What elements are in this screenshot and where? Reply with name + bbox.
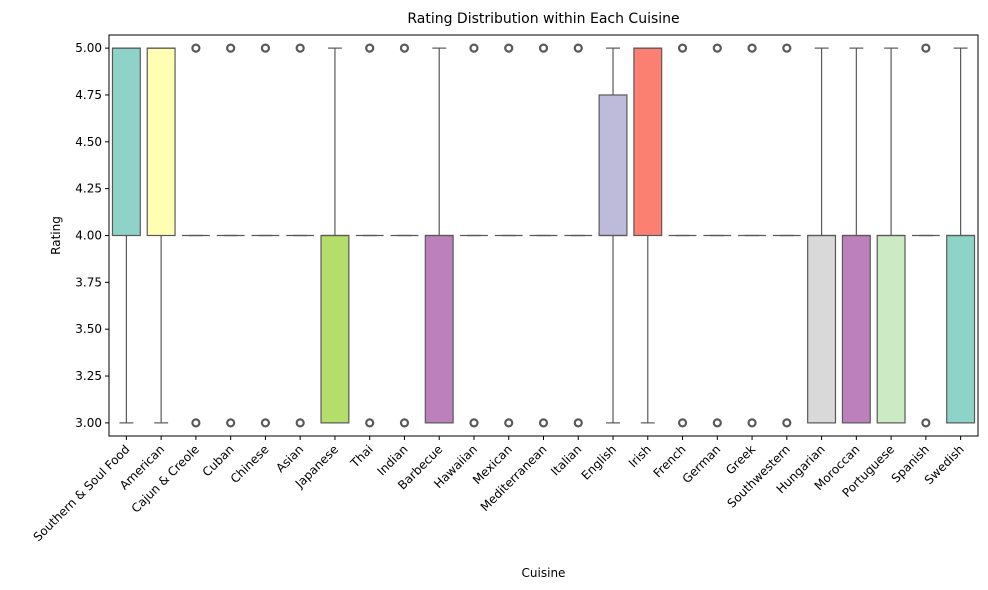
y-tick-label: 4.00 — [75, 229, 102, 243]
box-italian — [564, 43, 593, 428]
y-tick-label: 4.50 — [75, 135, 102, 149]
x-tick-label: Chinese — [228, 442, 272, 486]
outlier-point — [365, 418, 375, 428]
y-tick-label: 3.50 — [75, 322, 102, 336]
outlier-point — [295, 43, 305, 53]
outlier-point — [782, 418, 792, 428]
box-moroccan — [841, 47, 871, 424]
outlier-point — [226, 418, 236, 428]
outlier-point — [469, 418, 479, 428]
outlier-point — [260, 43, 271, 53]
y-tick-label: 3.00 — [75, 416, 102, 430]
box-portuguese — [876, 47, 906, 424]
box-irish — [633, 47, 663, 424]
outlier-point — [399, 43, 410, 53]
plot-area — [108, 34, 979, 437]
box-american — [146, 47, 176, 424]
box-iqr — [807, 234, 837, 424]
box-iqr — [424, 234, 454, 424]
x-tick-label: Irish — [626, 442, 654, 470]
y-axis-label: Rating — [49, 216, 63, 255]
outlier-point — [921, 418, 931, 428]
box-thai — [355, 43, 384, 428]
outlier-point — [747, 418, 757, 428]
box-iqr — [876, 234, 906, 424]
y-tick-label: 3.75 — [75, 275, 102, 289]
outlier-point — [295, 418, 305, 428]
chart-title: Rating Distribution within Each Cuisine — [407, 11, 679, 27]
box-german — [703, 43, 732, 428]
box-chinese — [251, 43, 280, 428]
box-iqr — [633, 47, 663, 237]
box-swedish — [946, 47, 976, 424]
box-mexican — [494, 43, 523, 428]
outlier-point — [782, 43, 792, 53]
box-iqr — [111, 47, 141, 237]
y-tick-label: 5.00 — [75, 41, 102, 55]
outlier-point — [573, 43, 583, 53]
x-tick-label: English — [579, 442, 620, 483]
box-mediterranean — [529, 43, 558, 428]
box-iqr — [598, 94, 628, 237]
box-barbecue — [424, 47, 454, 424]
box-iqr — [841, 234, 871, 424]
box-southern-soul-food — [111, 47, 141, 424]
outlier-point — [712, 43, 722, 53]
outlier-point — [538, 418, 549, 428]
box-english — [598, 47, 628, 424]
y-tick-label: 3.25 — [75, 369, 102, 383]
outlier-point — [469, 43, 479, 53]
x-tick-label: Southern & Soul Food — [31, 442, 133, 544]
y-tick-label: 4.75 — [75, 88, 102, 102]
box-hungarian — [807, 47, 837, 424]
box-cuban — [216, 43, 245, 428]
box-hawaiian — [460, 43, 488, 428]
y-axis: 3.00 3.25 3.50 3.75 4.00 4.25 4.50 4.75 5.00 — [75, 41, 109, 430]
outlier-point — [921, 43, 931, 53]
x-tick-label: Asian — [273, 442, 306, 475]
outlier-point — [504, 418, 514, 428]
outlier-point — [677, 43, 688, 53]
box-french — [668, 43, 697, 428]
outlier-point — [365, 43, 375, 53]
box-indian — [390, 43, 419, 428]
y-tick-label: 4.25 — [75, 182, 102, 196]
outlier-point — [191, 418, 201, 428]
box-iqr — [320, 234, 350, 424]
outlier-point — [260, 418, 271, 428]
box-asian — [286, 43, 315, 428]
box-japanese — [320, 47, 350, 424]
box-southwestern — [772, 43, 801, 428]
x-tick-label: Thai — [347, 442, 376, 471]
box-iqr — [946, 234, 976, 424]
outlier-point — [399, 418, 410, 428]
box-iqr — [146, 47, 176, 237]
outlier-point — [191, 43, 201, 53]
outlier-point — [538, 43, 549, 53]
outlier-point — [573, 418, 583, 428]
box-cajun-creole — [181, 43, 210, 428]
outlier-point — [747, 43, 757, 53]
outlier-point — [712, 418, 722, 428]
box-spanish — [911, 43, 940, 428]
box-greek — [738, 43, 766, 428]
outlier-point — [677, 418, 688, 428]
x-tick-label: German — [680, 442, 724, 486]
outlier-point — [226, 43, 236, 53]
x-axis-label: Cuisine — [522, 566, 566, 580]
outlier-point — [504, 43, 514, 53]
